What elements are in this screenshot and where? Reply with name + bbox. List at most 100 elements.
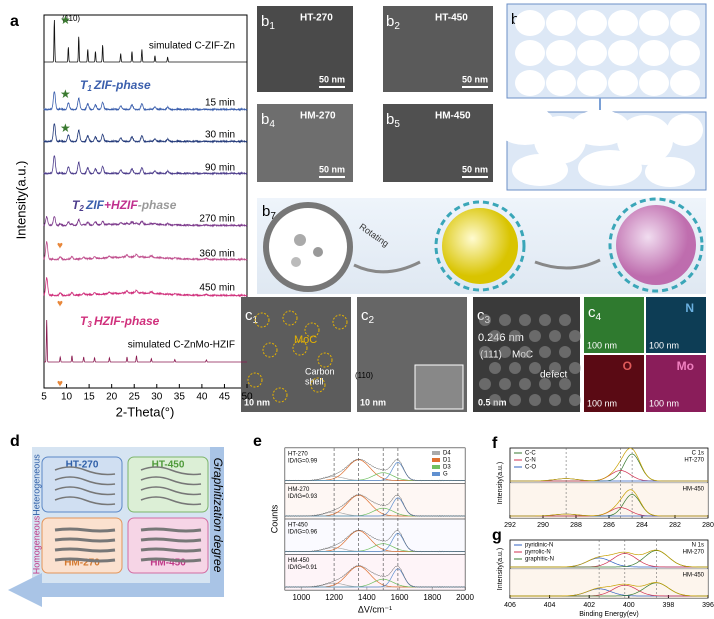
trace-label: 15 min [205,98,235,109]
curve [510,549,708,568]
trace-label: simulated C-ZIF-Zn [149,41,235,52]
cell [512,154,568,186]
label: HM-450 [683,573,705,579]
panel-letter: b7 [262,203,276,222]
phase-label: T1 ZIF-phase [80,78,151,93]
legend-label: D4 [443,451,451,457]
cell [515,10,545,36]
carbon-structure [140,486,202,496]
sample-label: ID/IG=0.99 [288,459,318,465]
sample-label: ID/IG=0.96 [288,530,318,536]
carbon-structure [54,466,116,476]
trace-label: 270 min [199,214,235,225]
curve [43,215,248,228]
cell [515,40,545,66]
scale-bar-label: 50 nm [319,74,345,84]
particle-marker [317,352,333,368]
x-tick-label: 404 [544,602,556,609]
label: Graphitization degree [211,458,225,573]
trace-label: 360 min [199,249,235,260]
cell [570,110,630,146]
lattice-spot [559,378,571,390]
axis-label: Intensity(a.u.) [497,548,504,590]
band [285,483,465,519]
scale-bar-label: 100 nm [649,340,679,350]
curve [510,582,708,597]
sphere [442,208,518,284]
image-label: HM-450 [435,111,471,122]
star-marker: ★ [60,87,71,101]
panel-letter: f [492,435,498,452]
lattice-spot [539,314,551,326]
label: (111) [480,350,502,361]
cell [639,70,669,96]
lattice-spot [509,362,521,374]
sample-label: HM-450 [288,558,310,564]
lattice-spot [549,362,561,374]
box-label: HT-270 [66,460,99,471]
cell [670,70,700,96]
band [285,519,465,555]
band [285,554,465,590]
particle-marker [310,377,326,393]
carbon-structure [140,547,202,553]
legend-label: C-N [525,458,536,464]
arrow [8,447,224,607]
legend-label: C-O [525,465,536,471]
x-tick-label: 400 [623,602,635,609]
band [510,483,708,518]
curve [44,319,247,363]
label: shell [305,376,324,386]
legend-label: G [443,472,448,478]
carbon-structure [54,547,116,553]
label: Carbon [305,366,335,376]
legend-label: pyrrolic-N [525,550,551,556]
x-tick-label: 288 [570,522,582,529]
curve [43,155,248,176]
reactor [263,202,353,292]
x-tick-label: 398 [663,602,675,609]
tem-image [383,6,493,92]
carbon-structure [140,527,202,533]
sample-label: ID/IG=0.91 [288,565,318,571]
legend-swatch [432,451,440,455]
cell [639,40,669,66]
legend-swatch [432,472,440,476]
cell [608,40,638,66]
curve [43,241,248,262]
cell [515,70,545,96]
lattice-spot [499,378,511,390]
carbon-structure [140,466,202,476]
particle-marker [304,322,320,338]
panel-letter: a [10,13,19,30]
x-tick-label: 5 [41,392,47,403]
label: defect [540,370,567,381]
label: MoC [294,334,317,346]
panel-letter: b4 [261,111,275,130]
panel-c [241,297,706,412]
particle-marker [272,387,288,403]
axis-label: 2-Theta(°) [116,404,175,419]
x-tick-label: 2000 [456,593,474,602]
lattice-spot [489,394,501,406]
framework [608,197,704,293]
cell [546,10,576,36]
curve [43,91,248,112]
legend-label: D1 [443,458,451,464]
x-tick-label: 1400 [358,593,376,602]
lattice-spot [539,378,551,390]
map-label: N [685,301,694,315]
cell [667,114,703,146]
map-label: Mo [677,359,694,373]
scale-bar-label: 100 nm [649,398,679,408]
legend-swatch [432,458,440,462]
x-tick-label: 406 [504,602,516,609]
cell [670,10,700,36]
lattice-spot [519,346,531,358]
x-tick-label: 20 [106,392,118,403]
curve [510,489,708,517]
panel-letter: b1 [261,13,275,32]
peak-label: (110) [355,371,373,380]
x-tick-label: 284 [636,522,648,529]
label: HM-270 [683,550,705,556]
